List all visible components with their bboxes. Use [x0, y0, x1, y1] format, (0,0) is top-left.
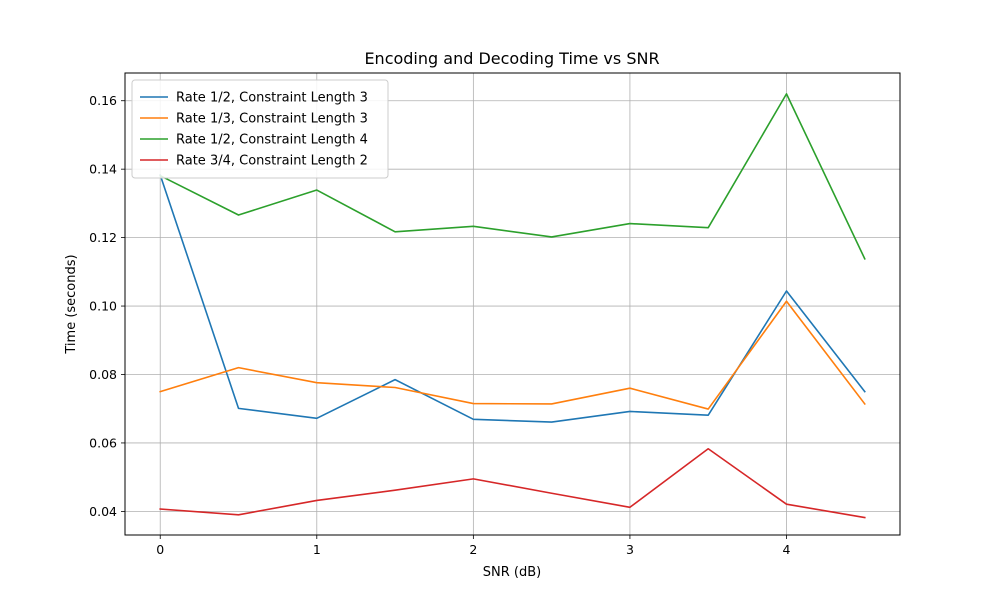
y-tick-label: 0.04	[89, 504, 117, 519]
legend-label-1: Rate 1/2, Constraint Length 3	[176, 91, 368, 106]
series-line-2	[159, 300, 866, 410]
legend: Rate 1/2, Constraint Length 3 Rate 1/3, C…	[131, 79, 389, 179]
y-tick-label: 0.06	[89, 435, 117, 450]
plot-frame	[124, 72, 901, 536]
x-tick-label: 3	[626, 542, 634, 557]
x-tick-label: 4	[783, 542, 791, 557]
legend-label-3: Rate 1/2, Constraint Length 4	[176, 133, 368, 148]
series-line-3	[159, 93, 866, 260]
x-tick-label: 0	[156, 542, 164, 557]
legend-box	[131, 79, 389, 179]
y-tick-label: 0.10	[89, 299, 117, 314]
x-tick-label: 2	[469, 542, 477, 557]
y-tick-label: 0.16	[89, 93, 117, 108]
series-line-1	[159, 173, 866, 423]
axis-ticks: 0 1 2 3 4 0.04 0.06 0.08 0.10 0.12 0.14 0.16	[89, 93, 790, 557]
series-lines	[159, 93, 866, 519]
x-axis-label: SNR (dB)	[483, 565, 541, 580]
y-tick-label: 0.12	[89, 230, 117, 245]
y-tick-label: 0.14	[89, 162, 117, 177]
series-line-4	[159, 447, 866, 519]
y-axis-label: Time (seconds)	[64, 254, 79, 354]
y-tick-label: 0.08	[89, 367, 117, 382]
legend-label-4: Rate 3/4, Constraint Length 2	[176, 154, 368, 169]
chart-title: Encoding and Decoding Time vs SNR	[364, 49, 659, 68]
legend-label-2: Rate 1/3, Constraint Length 3	[176, 112, 368, 127]
x-tick-label: 1	[313, 542, 321, 557]
